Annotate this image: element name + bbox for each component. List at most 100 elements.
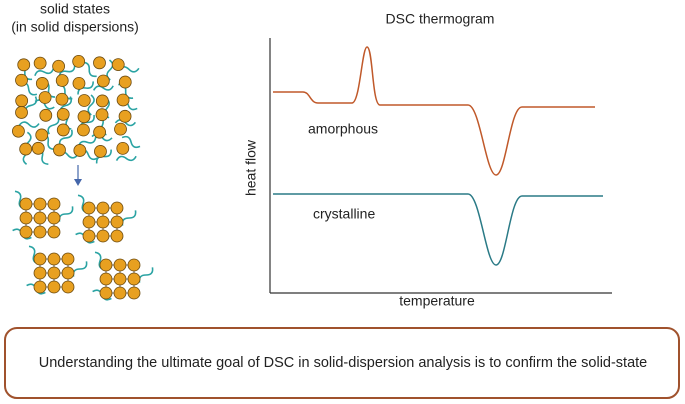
particle [12,124,25,138]
particle [17,58,31,72]
particle [55,74,69,87]
polymer-chain [138,267,154,283]
particle [110,215,124,229]
polymer-chain [115,155,137,162]
particle [95,94,109,108]
particle [61,266,75,280]
particle [127,272,141,286]
particle [15,106,28,119]
particle [61,252,75,266]
particle [113,272,127,286]
particle [47,280,61,294]
particle [77,94,91,107]
polymer-chain [77,136,97,148]
particle [94,145,107,158]
particle [77,110,91,124]
particle [72,76,86,90]
crystalline-curve [273,193,603,266]
left-title: solid states [40,1,110,17]
particle [110,201,124,215]
arrow-head [74,179,82,186]
particle [96,215,110,229]
particle [116,93,130,107]
polymer-chain [77,81,94,95]
particle [33,211,47,225]
particle [56,123,70,137]
particle [55,92,69,106]
particle [15,73,28,87]
particle [110,229,124,243]
particle [47,225,61,239]
particle [93,125,107,139]
particle [96,229,110,243]
particle [82,229,96,243]
particle [113,286,127,300]
polymer-chain [58,65,76,78]
particle [82,201,96,215]
particle [99,286,113,300]
particle [118,75,132,89]
particle [118,109,132,123]
particle [39,108,53,122]
left-subtitle: (in solid dispersions) [11,19,139,35]
y-axis-label: heat flow [243,139,259,196]
particle [19,197,33,211]
particle [73,144,87,157]
particle [33,280,47,294]
x-axis-label: temperature [399,293,475,309]
particle [127,258,141,272]
polymer-chain [58,129,73,147]
particle [47,211,61,225]
polymer-chain [18,121,40,128]
particle [56,107,70,121]
amorphous-curve [273,46,595,176]
amorphous-label: amorphous [308,121,378,137]
polymer-chain [87,94,95,116]
particle [33,225,47,239]
polymer-chain [121,210,137,226]
particle [95,108,109,122]
particle [82,215,96,229]
particle [19,211,33,225]
particle [33,197,47,211]
particle [53,143,66,157]
particle [31,141,45,155]
particle [47,252,61,266]
chart-title: DSC thermogram [386,11,495,27]
particle [61,280,75,294]
particle [19,142,33,156]
polymer-chain [81,61,97,78]
particle [99,272,113,286]
particle [113,258,127,272]
particle [96,74,110,88]
particle [19,225,33,239]
caption-box [4,327,680,399]
polymer-chain [93,85,114,91]
crystalline-particles [12,190,154,301]
particle [33,266,47,280]
particle [38,91,52,104]
particle [116,141,130,155]
particle [99,258,113,272]
particle [33,252,47,266]
crystalline-label: crystalline [313,206,375,222]
particle [33,56,47,70]
polymer-chain [47,115,60,135]
particle [111,58,125,72]
polymer-chain [58,206,74,222]
particle [96,201,110,215]
particle [77,123,90,137]
particle [93,56,106,70]
polymer-chain [121,135,141,149]
particle [72,55,86,68]
particle [35,77,49,90]
amorphous-particles [12,55,141,165]
particle [114,122,127,136]
particle [47,197,61,211]
polymer-chain [34,68,55,77]
particle [47,266,61,280]
polymer-chain [72,261,88,277]
particle [35,128,49,142]
particle [52,59,66,73]
